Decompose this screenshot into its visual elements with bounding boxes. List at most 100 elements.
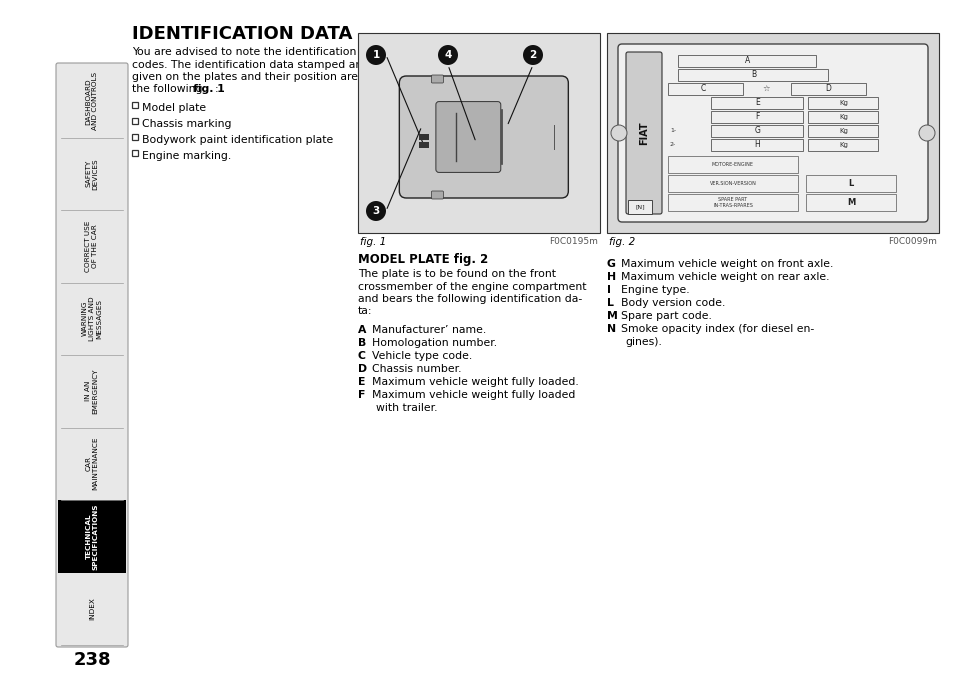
Bar — [606, 33, 938, 233]
Text: You are advised to note the identification: You are advised to note the identificati… — [132, 47, 356, 57]
Text: Chassis number.: Chassis number. — [372, 364, 461, 374]
Text: D: D — [824, 85, 831, 94]
Circle shape — [522, 45, 542, 65]
Text: MODEL PLATE fig. 2: MODEL PLATE fig. 2 — [357, 253, 488, 266]
Bar — [710, 97, 802, 109]
Bar — [790, 83, 865, 95]
Bar — [667, 83, 742, 95]
FancyBboxPatch shape — [436, 102, 500, 172]
Text: Spare part code.: Spare part code. — [620, 311, 711, 321]
Circle shape — [437, 45, 457, 65]
Text: Engine marking.: Engine marking. — [142, 151, 231, 161]
FancyBboxPatch shape — [399, 76, 568, 198]
Text: Kg: Kg — [839, 128, 847, 134]
Text: TECHNICAL
SPECIFICATIONS: TECHNICAL SPECIFICATIONS — [86, 503, 98, 569]
Text: H: H — [754, 141, 760, 149]
Bar — [805, 175, 895, 192]
Text: G: G — [606, 259, 616, 269]
Text: A: A — [744, 57, 749, 65]
Bar — [667, 156, 797, 173]
Text: L: L — [847, 179, 853, 188]
Bar — [667, 175, 797, 192]
Text: 238: 238 — [73, 651, 111, 669]
Text: crossmember of the engine compartment: crossmember of the engine compartment — [357, 281, 586, 291]
Text: Model plate: Model plate — [142, 103, 206, 113]
Bar — [805, 194, 895, 211]
Text: Homologation number.: Homologation number. — [372, 338, 497, 348]
Text: Manufacturer’ name.: Manufacturer’ name. — [372, 325, 486, 335]
Text: :: : — [214, 85, 218, 94]
Text: G: G — [754, 127, 760, 135]
Text: 1-: 1- — [669, 129, 676, 133]
Text: Body version code.: Body version code. — [620, 298, 724, 308]
Text: and bears the following identification da-: and bears the following identification d… — [357, 294, 581, 304]
Bar — [678, 69, 827, 81]
Circle shape — [918, 125, 934, 141]
Bar — [710, 111, 802, 123]
Text: Vehicle type code.: Vehicle type code. — [372, 351, 472, 361]
FancyBboxPatch shape — [56, 63, 128, 647]
Text: Kg: Kg — [839, 142, 847, 148]
Bar — [132, 149, 138, 155]
Circle shape — [366, 201, 386, 221]
Text: SAFETY
DEVICES: SAFETY DEVICES — [86, 158, 98, 190]
Bar — [667, 194, 797, 211]
Text: INDEX: INDEX — [89, 598, 95, 621]
Text: ☆: ☆ — [761, 85, 769, 94]
Text: DASHBOARD
AND CONTROLS: DASHBOARD AND CONTROLS — [86, 72, 98, 131]
Text: VER.SION-VERSION: VER.SION-VERSION — [709, 181, 756, 186]
Text: Kg: Kg — [839, 100, 847, 106]
Text: fig. 2: fig. 2 — [608, 237, 635, 247]
Bar — [627, 200, 651, 214]
Text: H: H — [606, 272, 616, 282]
Text: F: F — [357, 390, 365, 400]
Bar — [807, 139, 878, 151]
Text: MOTORE-ENGINE: MOTORE-ENGINE — [711, 162, 753, 167]
Circle shape — [610, 125, 626, 141]
Text: gines).: gines). — [624, 337, 661, 347]
Bar — [418, 142, 428, 148]
Bar — [58, 500, 126, 573]
Text: with trailer.: with trailer. — [375, 403, 437, 413]
Text: F: F — [754, 112, 759, 121]
Text: codes. The identification data stamped and: codes. The identification data stamped a… — [132, 59, 369, 69]
Text: E: E — [754, 98, 759, 108]
Text: IDENTIFICATION DATA: IDENTIFICATION DATA — [132, 25, 352, 43]
Text: WARNING
LIGHTS AND
MESSAGES: WARNING LIGHTS AND MESSAGES — [82, 296, 102, 341]
FancyBboxPatch shape — [625, 52, 661, 214]
Text: E: E — [357, 377, 365, 387]
Bar — [132, 133, 138, 139]
Text: fig. 1: fig. 1 — [359, 237, 386, 247]
Text: CAR
MAINTENANCE: CAR MAINTENANCE — [86, 437, 98, 491]
Bar — [807, 125, 878, 137]
Bar — [678, 55, 815, 67]
Text: SPARE PART
IN-TRAS-RPARES: SPARE PART IN-TRAS-RPARES — [712, 197, 752, 208]
Text: 4: 4 — [444, 50, 451, 60]
Bar — [710, 139, 802, 151]
Text: C: C — [357, 351, 366, 361]
Text: Chassis marking: Chassis marking — [142, 119, 232, 129]
FancyBboxPatch shape — [431, 75, 443, 83]
Text: F0C0099m: F0C0099m — [887, 237, 936, 246]
Text: FIAT: FIAT — [639, 121, 648, 145]
Text: Bodywork paint identification plate: Bodywork paint identification plate — [142, 135, 333, 145]
Text: L: L — [606, 298, 613, 308]
Text: 2: 2 — [529, 50, 536, 60]
Text: B: B — [357, 338, 366, 348]
FancyBboxPatch shape — [431, 191, 443, 199]
Text: Engine type.: Engine type. — [620, 285, 689, 295]
Text: Maximum vehicle weight on rear axle.: Maximum vehicle weight on rear axle. — [620, 272, 828, 282]
Text: Kg: Kg — [839, 114, 847, 120]
Text: IN AN
EMERGENCY: IN AN EMERGENCY — [86, 369, 98, 414]
Text: D: D — [357, 364, 367, 374]
Bar — [807, 111, 878, 123]
Text: F0C0195m: F0C0195m — [549, 237, 598, 246]
Text: A: A — [357, 325, 366, 335]
Text: C: C — [700, 85, 705, 94]
Text: The plate is to be found on the front: The plate is to be found on the front — [357, 269, 556, 279]
Text: [N]: [N] — [635, 205, 644, 209]
Bar — [710, 125, 802, 137]
Text: ta:: ta: — [357, 306, 372, 316]
Text: Maximum vehicle weight fully loaded.: Maximum vehicle weight fully loaded. — [372, 377, 578, 387]
Text: 1: 1 — [372, 50, 379, 60]
